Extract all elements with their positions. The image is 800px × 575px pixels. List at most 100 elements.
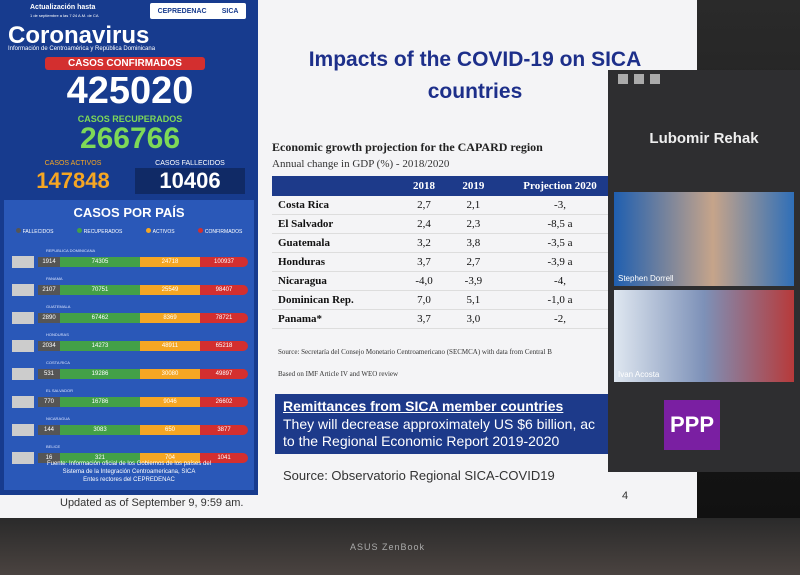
video-tile: Ivan Acosta — [614, 290, 794, 382]
table-row: Panama* 3,7 3,0 -2, — [272, 309, 622, 329]
participants-panel: Lubomir Rehak Stephen Dorrell Ivan Acost… — [608, 70, 800, 472]
country-count: 2107 — [38, 285, 60, 295]
table-cell: 3,8 — [448, 233, 499, 253]
laptop-bezel: ASUS ZenBook — [0, 518, 800, 575]
table-note: Based on IMF Article IV and WEO review — [278, 370, 399, 378]
table-cell: -4,0 — [399, 271, 449, 291]
country-name: GUATEMALA — [46, 304, 71, 309]
footer-line: Sistema de la Integración Centroamerican… — [62, 469, 196, 475]
country-panel: CASOS POR PAÍS FALLECIDOS RECUPERADOS ACTI… — [4, 200, 254, 490]
deaths-value: 10406 — [135, 168, 245, 194]
remittance-title: Remittances from SICA member countries — [283, 398, 564, 414]
table-cell: Dominican Rep. — [272, 290, 400, 310]
recovered-label: CASOS RECUPERADOS — [77, 114, 183, 124]
country-count: 30080 — [140, 369, 200, 379]
legend-label: ACTIVOS — [152, 229, 175, 235]
table-cell: 2,7 — [448, 252, 499, 272]
table-cell: Costa Rica — [272, 196, 400, 215]
table-cell: -3,5 a — [498, 233, 622, 253]
deaths-label: CASOS FALLECIDOS — [155, 160, 225, 167]
table-cell: 2,1 — [448, 196, 499, 215]
country-count: 19286 — [60, 369, 140, 379]
table-cell: -2, — [498, 309, 622, 329]
country-count: 74305 — [60, 257, 140, 267]
laptop-brand: ASUS ZenBook — [350, 542, 426, 552]
dashboard: Actualización hasta 1 de septiembre a la… — [0, 0, 258, 495]
remittance-line: to the Regional Economic Report 2019-202… — [283, 433, 560, 449]
country-count: 1041 — [200, 453, 248, 463]
country-count: 1914 — [38, 257, 60, 267]
country-count: 48911 — [140, 341, 200, 351]
country-count: 67462 — [60, 313, 140, 323]
table-source: Source: Secretaría del Consejo Monetario… — [278, 348, 552, 356]
icon[interactable] — [650, 74, 660, 84]
participant-name: Ivan Acosta — [618, 370, 660, 379]
flag — [12, 396, 34, 408]
country-count: 3877 — [200, 425, 248, 435]
country-count: 531 — [38, 369, 60, 379]
country-count: 704 — [140, 453, 200, 463]
page-number: 4 — [622, 490, 629, 502]
country-count: 770 — [38, 397, 60, 407]
icon[interactable] — [618, 74, 628, 84]
legend: FALLECIDOS RECUPERADOS ACTIVOS CONFIRMADOS — [4, 228, 254, 235]
legend-swatch — [145, 228, 151, 233]
country-row: EL SALVADOR 770 16786 9046 26602 — [12, 388, 252, 409]
country-count: 9046 — [140, 397, 200, 407]
remittance-line: They will decrease approximately US $6 b… — [283, 416, 596, 432]
logo: SICA — [221, 7, 239, 15]
table-cell: 3,7 — [399, 252, 449, 272]
table-title: Economic growth projection for the CAPAR… — [272, 140, 543, 154]
table-cell: 3,0 — [448, 309, 499, 329]
table-subtitle: Annual change in GDP (%) - 2018/2020 — [272, 158, 450, 170]
logo: CEPREDENAC — [157, 7, 207, 15]
country-count: 70751 — [60, 285, 140, 295]
icon[interactable] — [634, 74, 644, 84]
table-row: Nicaragua -4,0 -3,9 -4, — [272, 271, 622, 291]
legend-item: FALLECIDOS — [15, 228, 53, 235]
table-cell: 5,1 — [448, 290, 499, 310]
legend-label: RECUPERADOS — [83, 229, 123, 235]
flag — [12, 284, 34, 296]
table-cell: 2,4 — [399, 214, 449, 234]
dash-subtitle: Información de Centroamérica y República… — [8, 46, 156, 52]
country-count: 8369 — [140, 313, 200, 323]
recovered-value: 266766 — [79, 122, 181, 155]
table-cell: 2,3 — [448, 214, 499, 234]
country-count: 100937 — [200, 257, 248, 267]
dash-title: Coronavirus — [8, 22, 150, 49]
flag — [12, 452, 34, 464]
flag — [12, 256, 34, 268]
country-count: 65218 — [200, 341, 248, 351]
country-count: 98407 — [200, 285, 248, 295]
country-row: PANAMA 2107 70751 25549 98407 — [12, 276, 252, 297]
legend-swatch — [197, 228, 203, 233]
country-count: 16 — [38, 453, 60, 463]
country-count: 78721 — [200, 313, 248, 323]
header-cell — [272, 176, 400, 196]
table-cell: El Salvador — [272, 214, 400, 234]
participant-name: Lubomir Rehak — [649, 130, 759, 147]
header-cell: Projection 2020 — [498, 176, 622, 196]
header-cell: 2019 — [448, 176, 499, 196]
legend-label: CONFIRMADOS — [204, 229, 243, 235]
country-row: HONDURAS 2034 14273 48911 65218 — [12, 332, 252, 353]
country-name: EL SALVADOR — [46, 388, 74, 393]
table-cell: 7,0 — [399, 290, 449, 310]
header-cell: 2018 — [399, 176, 449, 196]
gdp-table: 2018 2019 Projection 2020 Costa Rica 2,7 2,1-… — [272, 176, 622, 329]
table-cell: Panama* — [272, 309, 400, 329]
country-name: PANAMA — [46, 276, 63, 281]
table-cell: -4, — [498, 271, 622, 291]
flag — [12, 424, 34, 436]
country-name: BELICE — [46, 444, 61, 449]
slide-source: Source: Observatorio Regional SICA-COVID… — [283, 468, 555, 483]
slide-title: Impacts of the COVID-19 on SICA countrie… — [308, 48, 642, 103]
flag — [12, 368, 34, 380]
country-count: 49897 — [200, 369, 248, 379]
dashboard-updated: Updated as of September 9, 9:59 am. — [60, 497, 244, 509]
table-cell: -1,0 a — [498, 290, 622, 310]
table-cell: -8,5 a — [498, 214, 622, 234]
confirmed-label: CASOS CONFIRMADOS — [45, 57, 205, 70]
